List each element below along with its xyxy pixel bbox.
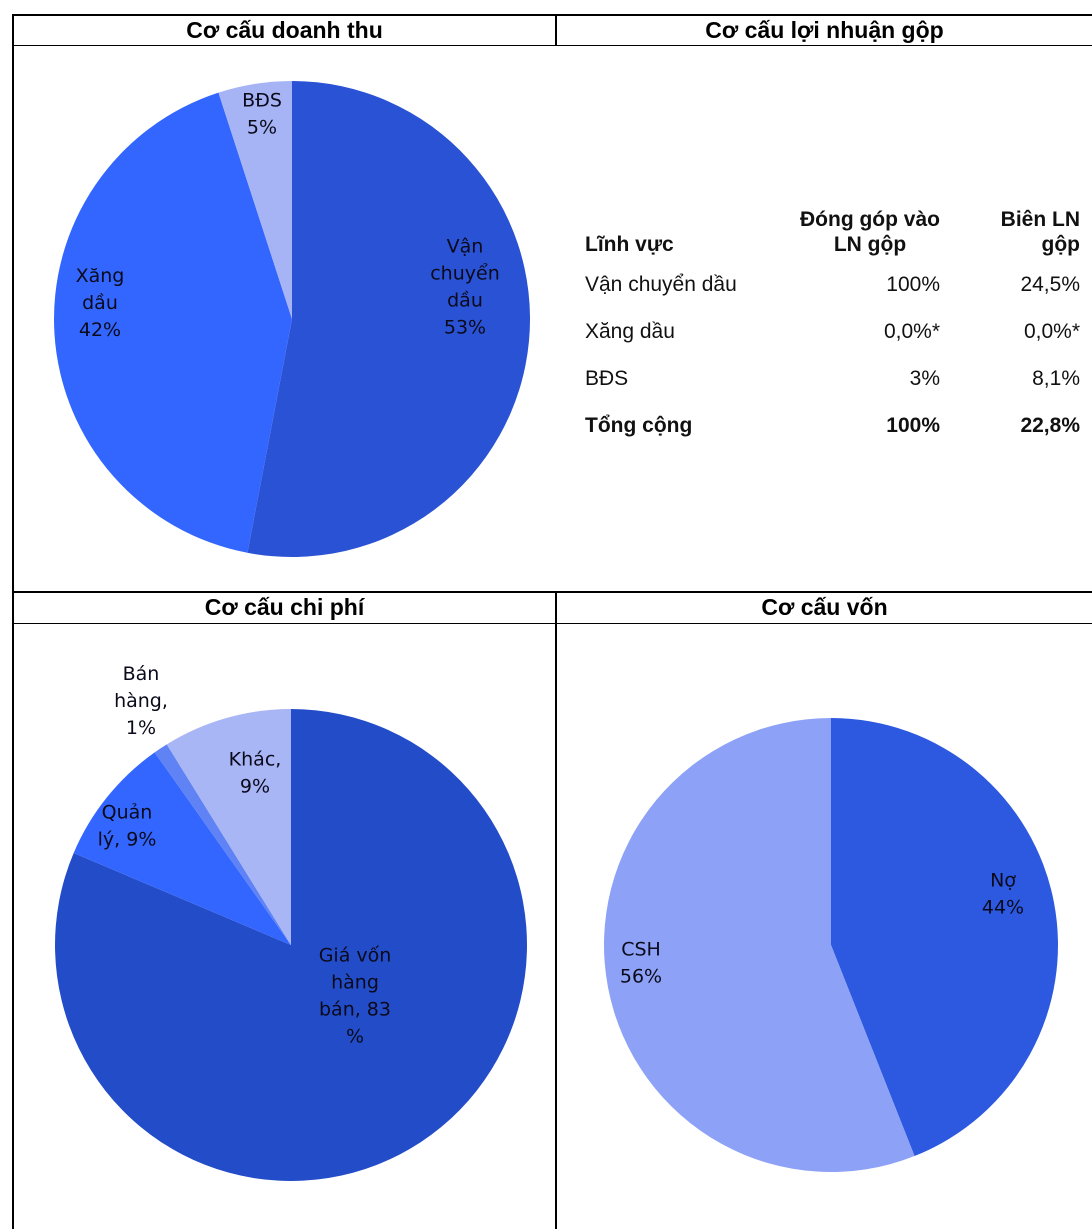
- header-margin: Biên LN gộp: [940, 195, 1080, 261]
- pie-label-csh: CSH 56%: [620, 939, 662, 988]
- pie-label-ban-hang: Bán hàng, 1%: [114, 663, 168, 739]
- cell-margin: 0,0%*: [1023, 319, 1080, 343]
- cell-sector: Vận chuyển dầu: [585, 272, 737, 296]
- frame-header-underline: [12, 45, 1092, 46]
- table-row: BĐS 3% 8,1%: [585, 355, 1080, 402]
- table-total-row: Tổng cộng 100% 22,8%: [585, 402, 1080, 449]
- cell-sector: BĐS: [585, 366, 629, 390]
- pie-slice-quan-ly: [73, 752, 291, 945]
- pie-slice-no: [831, 718, 1058, 1157]
- revenue-panel-title: Cơ cấu doanh thu: [186, 17, 383, 43]
- header-sector: Lĩnh vực: [585, 233, 674, 256]
- cell-contribution: 3%: [909, 366, 940, 390]
- pie-slice-gia-von-hang-ban: [55, 709, 528, 1181]
- cost-panel-title: Cơ cấu chi phí: [204, 594, 365, 620]
- capital-panel-title: Cơ cấu vốn: [761, 594, 888, 620]
- pie-slice-khac: [166, 709, 291, 945]
- pie-label-khac: Khác, 9%: [229, 749, 282, 798]
- cell-contribution: 0,0%*: [883, 319, 940, 343]
- cell-margin: 22,8%: [1020, 413, 1080, 437]
- capital-pie-chart: Nợ 44% CSH 56%: [603, 718, 1058, 1172]
- frame-top-border: [12, 14, 1092, 16]
- revenue-pie-chart: Vận chuyển dầu 53% Xăng dầu 42% BĐS 5%: [54, 81, 531, 557]
- pie-label-quan-ly: Quản lý, 9%: [98, 802, 157, 851]
- cell-sector: Tổng cộng: [585, 413, 693, 437]
- frame-middle-border: [12, 591, 1092, 593]
- table-row: Vận chuyển dầu 100% 24,5%: [585, 261, 1080, 308]
- pie-slice-bds: [218, 81, 292, 319]
- header-contribution: Đóng góp vào LN gộp: [790, 195, 940, 261]
- pie-label-gia-von-hang-ban: Giá vốn hàng bán, 83%: [319, 945, 392, 1048]
- cell-sector: Xăng dầu: [585, 319, 675, 343]
- table-header-row: Lĩnh vực Đóng góp vào LN gộp Biên LN gộp: [585, 195, 1080, 261]
- pie-slice-van-chuyen-dau: [247, 81, 531, 557]
- cell-margin: 8,1%: [1032, 366, 1080, 390]
- pie-label-bds: BĐS 5%: [242, 90, 282, 139]
- cost-pie-chart: Giá vốn hàng bán, 83 % Quản lý, 9% Bán hàng, 1% K…: [55, 663, 528, 1181]
- gross-profit-table: Lĩnh vực Đóng góp vào LN gộp Biên LN gộp…: [585, 195, 1080, 449]
- cell-contribution: 100%: [886, 272, 940, 296]
- pie-slice-ban-hang: [154, 744, 291, 945]
- table-row: Xăng dầu 0,0%* 0,0%*: [585, 308, 1080, 355]
- header-contribution-text: Đóng góp vào LN gộp: [800, 208, 940, 256]
- frame-bottom-header-underline: [12, 623, 1092, 624]
- pie-label-van-chuyen-dau: Vận chuyển dầu 53%: [430, 236, 500, 339]
- pie-label-xang-dau: Xăng dầu 42%: [76, 265, 125, 341]
- cell-contribution: 100%: [886, 413, 940, 437]
- cell-margin: 24,5%: [1020, 272, 1080, 296]
- header-margin-text: Biên LN gộp: [1000, 208, 1080, 256]
- pie-label-no: Nợ 44%: [982, 870, 1024, 919]
- gross-profit-panel-title: Cơ cấu lợi nhuận gộp: [705, 17, 944, 43]
- pie-slice-xang-dau: [54, 92, 292, 553]
- frame-left-border: [12, 14, 14, 1229]
- pie-slice-csh: [603, 718, 915, 1172]
- frame-top-divider: [555, 14, 557, 46]
- frame-bottom-divider: [555, 591, 557, 1229]
